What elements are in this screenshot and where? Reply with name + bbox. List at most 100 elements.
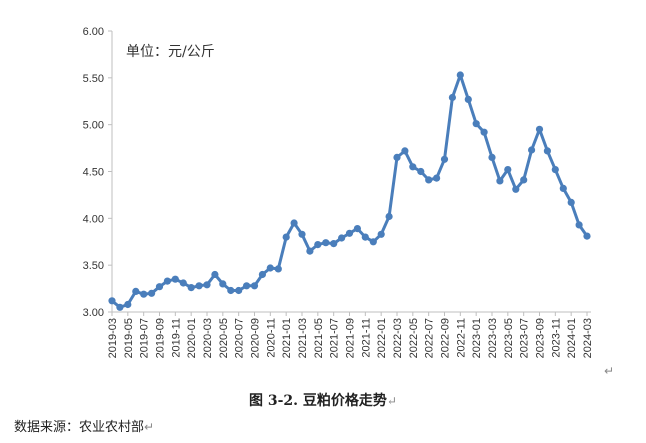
x-tick-label: 2019-11 — [170, 318, 182, 358]
x-tick-label: 2023-05 — [503, 318, 515, 358]
data-point — [108, 297, 116, 305]
x-tick-label: 2024-01 — [566, 318, 578, 358]
data-point — [456, 71, 464, 79]
x-tick-label: 2021-11 — [360, 318, 372, 358]
data-point — [488, 153, 496, 161]
x-tick-label: 2021-03 — [297, 318, 309, 358]
figure-caption-text: 图 3-2. 豆粕价格走势 — [249, 393, 387, 409]
x-tick-label: 2020-09 — [250, 318, 262, 358]
data-point — [266, 264, 274, 272]
data-point — [219, 280, 227, 288]
data-point — [425, 176, 433, 184]
x-tick-label: 2023-07 — [519, 318, 531, 358]
price-line-chart: 3.00 3.50 4.00 4.50 5.00 5.50 6.00 2019-03 2019-… — [83, 26, 594, 358]
data-point — [583, 232, 591, 240]
x-tick-label: 2023-11 — [550, 318, 562, 358]
y-tick-label: 3.00 — [83, 307, 104, 319]
figure-caption: 图 3-2. 豆粕价格走势↵ — [0, 390, 646, 410]
data-point — [330, 240, 338, 248]
x-tick-label: 2020-05 — [218, 318, 230, 358]
x-tick-label: 2022-09 — [440, 318, 452, 358]
data-point — [274, 265, 282, 273]
data-point — [512, 185, 520, 193]
data-point — [155, 283, 164, 291]
x-tick-label: 2020-01 — [186, 318, 198, 358]
x-tick-label: 2021-05 — [313, 318, 325, 358]
x-tick-label: 2022-07 — [424, 318, 436, 358]
x-tick-label: 2019-03 — [107, 318, 119, 358]
x-tick-label: 2023-03 — [487, 318, 499, 358]
data-point — [314, 241, 322, 249]
data-point — [464, 95, 472, 103]
data-point — [567, 198, 575, 206]
data-point — [306, 247, 314, 255]
data-point — [369, 238, 377, 246]
data-point — [258, 270, 266, 279]
data-point — [187, 284, 195, 292]
data-source-note: 数据来源：农业农村部↵ — [14, 416, 154, 435]
data-point — [409, 163, 417, 171]
y-tick-label: 3.50 — [83, 260, 104, 272]
x-tick-label: 2020-11 — [265, 318, 277, 358]
data-point — [179, 279, 187, 287]
x-tick-label: 2020-07 — [234, 318, 246, 358]
data-point — [353, 225, 361, 233]
x-tick-label: 2022-03 — [392, 318, 404, 358]
data-point — [132, 287, 140, 295]
data-point — [361, 233, 369, 241]
data-point — [535, 125, 544, 133]
data-point — [282, 233, 290, 241]
data-point — [385, 212, 393, 221]
x-tick-label: 2021-09 — [345, 318, 357, 358]
y-tick-label: 4.00 — [83, 213, 104, 225]
data-point — [559, 184, 567, 192]
source-return-mark: ↵ — [144, 420, 155, 434]
data-point — [480, 128, 488, 136]
data-point — [211, 270, 219, 279]
paragraph-return-mark: ↵ — [604, 364, 615, 378]
x-tick-label: 2019-09 — [155, 318, 167, 358]
data-point — [520, 176, 528, 184]
unit-label: 单位：元/公斤 — [126, 44, 215, 60]
data-point — [472, 120, 480, 128]
y-tick-label: 5.00 — [83, 120, 104, 132]
data-point — [290, 219, 298, 227]
data-point — [504, 166, 512, 174]
x-tick-label: 2022-11 — [455, 318, 467, 358]
x-tick-label: 2022-05 — [408, 318, 420, 358]
data-point — [528, 146, 536, 154]
data-point — [235, 286, 243, 295]
data-point — [433, 174, 441, 182]
data-point — [377, 230, 385, 238]
x-tick-label: 2021-07 — [329, 318, 341, 358]
data-point — [298, 230, 306, 238]
data-point — [322, 239, 330, 247]
y-tick-label: 6.00 — [83, 26, 104, 38]
data-point — [440, 155, 449, 163]
data-point — [575, 221, 583, 229]
data-point — [163, 277, 171, 285]
data-point — [393, 153, 401, 161]
data-source-text: 数据来源：农业农村部 — [14, 420, 145, 435]
x-tick-label: 2023-01 — [471, 318, 483, 358]
data-point — [401, 147, 409, 155]
x-tick-label: 2020-03 — [202, 318, 214, 358]
x-tick-label: 2019-05 — [123, 318, 135, 358]
data-point — [417, 167, 425, 176]
chart-area: 3.00 3.50 4.00 4.50 5.00 5.50 6.00 2019-03 2019-… — [83, 26, 615, 378]
data-point — [448, 93, 456, 102]
data-point — [140, 290, 148, 298]
data-point — [338, 234, 346, 242]
data-point — [543, 147, 552, 155]
y-tick-label: 5.50 — [83, 73, 104, 85]
data-point — [551, 166, 559, 174]
data-point — [227, 286, 235, 295]
data-point — [203, 281, 211, 289]
data-point — [345, 229, 354, 237]
data-point — [250, 282, 259, 290]
data-point — [171, 275, 179, 283]
data-point — [116, 303, 124, 311]
y-tick-label: 4.50 — [83, 167, 104, 179]
data-point — [148, 289, 156, 297]
caption-return-mark: ↵ — [386, 394, 397, 408]
